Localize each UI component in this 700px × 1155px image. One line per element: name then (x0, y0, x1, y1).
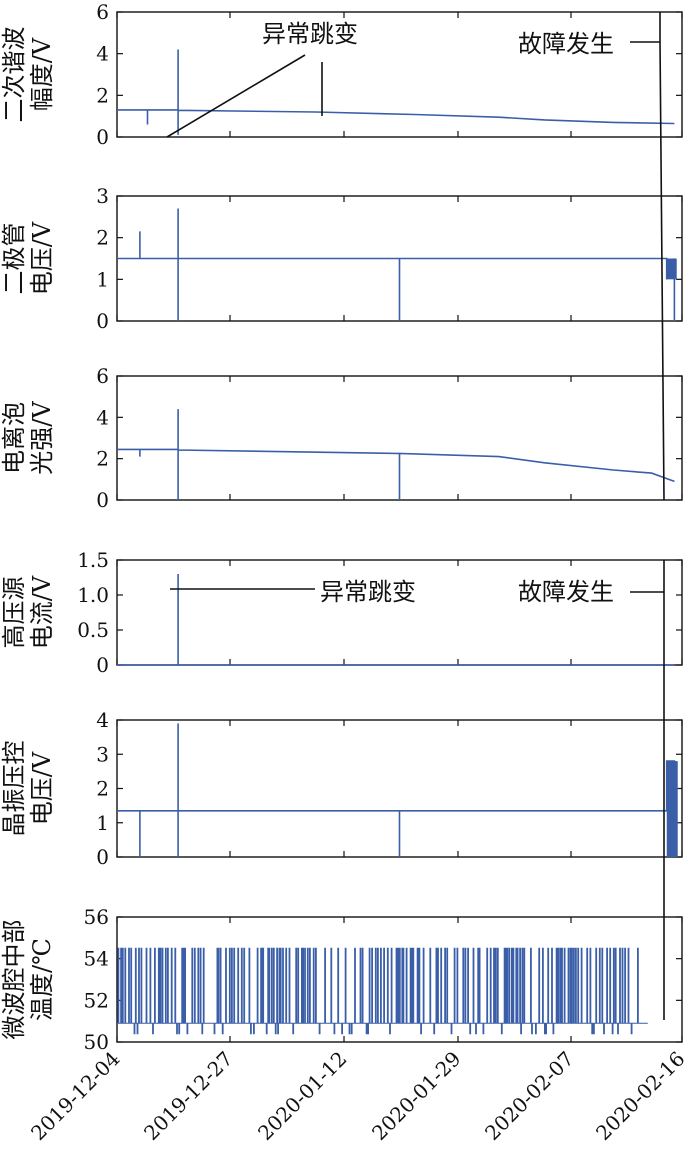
y-axis-label: 电压/V (28, 751, 56, 825)
y-tick-label: 56 (84, 905, 109, 929)
y-axis-label: 高压源 (0, 577, 28, 649)
annotation-anomaly-top: 异常跳变 (262, 20, 358, 48)
y-tick-label: 50 (84, 1030, 109, 1054)
y-axis-label: 电离泡 (0, 402, 28, 474)
series-line (117, 409, 675, 500)
y-axis-label: 温度/℃ (28, 938, 56, 1021)
y-tick-label: 0 (96, 653, 109, 677)
anomaly-leader-line (166, 54, 306, 138)
panel-3: 0 2 4 6 电离泡 光强/V (0, 364, 683, 512)
series-line (117, 723, 676, 857)
panel-frame (116, 916, 683, 1043)
y-tick-label: 2 (96, 226, 109, 250)
panel-4: 0 0.5 1.0 1.5 高压源 电流/V (0, 548, 683, 677)
annotation-lines (166, 12, 665, 1020)
y-tick-label: 1 (96, 811, 109, 835)
y-tick-label: 6 (96, 364, 109, 388)
x-tick-label: 2019-12-04 (26, 1047, 125, 1146)
y-axis-label: 电压/V (28, 221, 56, 295)
series-line (117, 947, 648, 1035)
x-axis-tick-labels: 2019-12-04 2019-12-27 2020-01-12 2020-01-29… (26, 1047, 690, 1146)
panel-6: 50 52 54 56 微波腔中部 温度/℃ (0, 905, 683, 1054)
y-tick-label: 2 (96, 777, 109, 801)
y-axis-label: 二次谐波 (0, 27, 28, 123)
y-tick-label: 0 (96, 488, 109, 512)
y-tick-label: 6 (96, 0, 109, 24)
y-tick-label: 3 (96, 184, 109, 208)
y-tick-label: 0 (96, 845, 109, 869)
y-axis-label: 幅度/V (28, 37, 56, 111)
panel-1: 0 2 4 6 二次谐波 幅度/V (0, 0, 683, 149)
y-tick-label: 54 (84, 947, 109, 971)
y-tick-label: 1.5 (77, 548, 109, 572)
x-tick-label: 2019-12-27 (139, 1047, 238, 1146)
annotation-fault-mid: 故障发生 (518, 578, 614, 606)
x-tick-label: 2020-01-29 (367, 1047, 466, 1146)
series-line (117, 574, 675, 666)
panel-frame (116, 11, 683, 138)
x-tick-label: 2020-02-16 (591, 1047, 690, 1146)
y-axis-label: 微波腔中部 (0, 920, 28, 1040)
y-tick-label: 0 (96, 125, 109, 149)
y-tick-label: 2 (96, 447, 109, 471)
y-axis-label: 二极管 (0, 223, 28, 295)
y-axis-label: 电流/V (28, 575, 56, 649)
fault-vertical-line (659, 41, 665, 501)
fault-block (666, 761, 678, 857)
panel-5: 0 1 2 3 4 晶振压控 电压/V (0, 708, 683, 869)
annotation-fault-top: 故障发生 (518, 30, 614, 58)
y-axis-label: 光强/V (28, 401, 56, 475)
x-tick-label: 2020-01-12 (253, 1047, 352, 1146)
y-tick-label: 3 (96, 742, 109, 766)
panel-2: 0 1 2 3 二极管 电压/V (0, 184, 683, 333)
y-tick-label: 4 (96, 42, 109, 66)
y-tick-label: 0.5 (77, 618, 109, 642)
annotation-anomaly-mid: 异常跳变 (320, 578, 416, 606)
fault-block (666, 258, 677, 280)
series-line (117, 49, 675, 135)
panel-frame (116, 559, 683, 666)
y-tick-label: 4 (96, 708, 109, 732)
y-tick-label: 4 (96, 405, 109, 429)
series-line (117, 208, 676, 321)
x-tick-label: 2020-02-07 (480, 1047, 579, 1146)
y-tick-label: 0 (96, 309, 109, 333)
y-tick-label: 1.0 (77, 583, 109, 607)
y-tick-label: 52 (84, 988, 109, 1012)
y-tick-label: 2 (96, 83, 109, 107)
y-tick-label: 1 (96, 267, 109, 291)
y-axis-label: 晶振压控 (0, 741, 28, 837)
